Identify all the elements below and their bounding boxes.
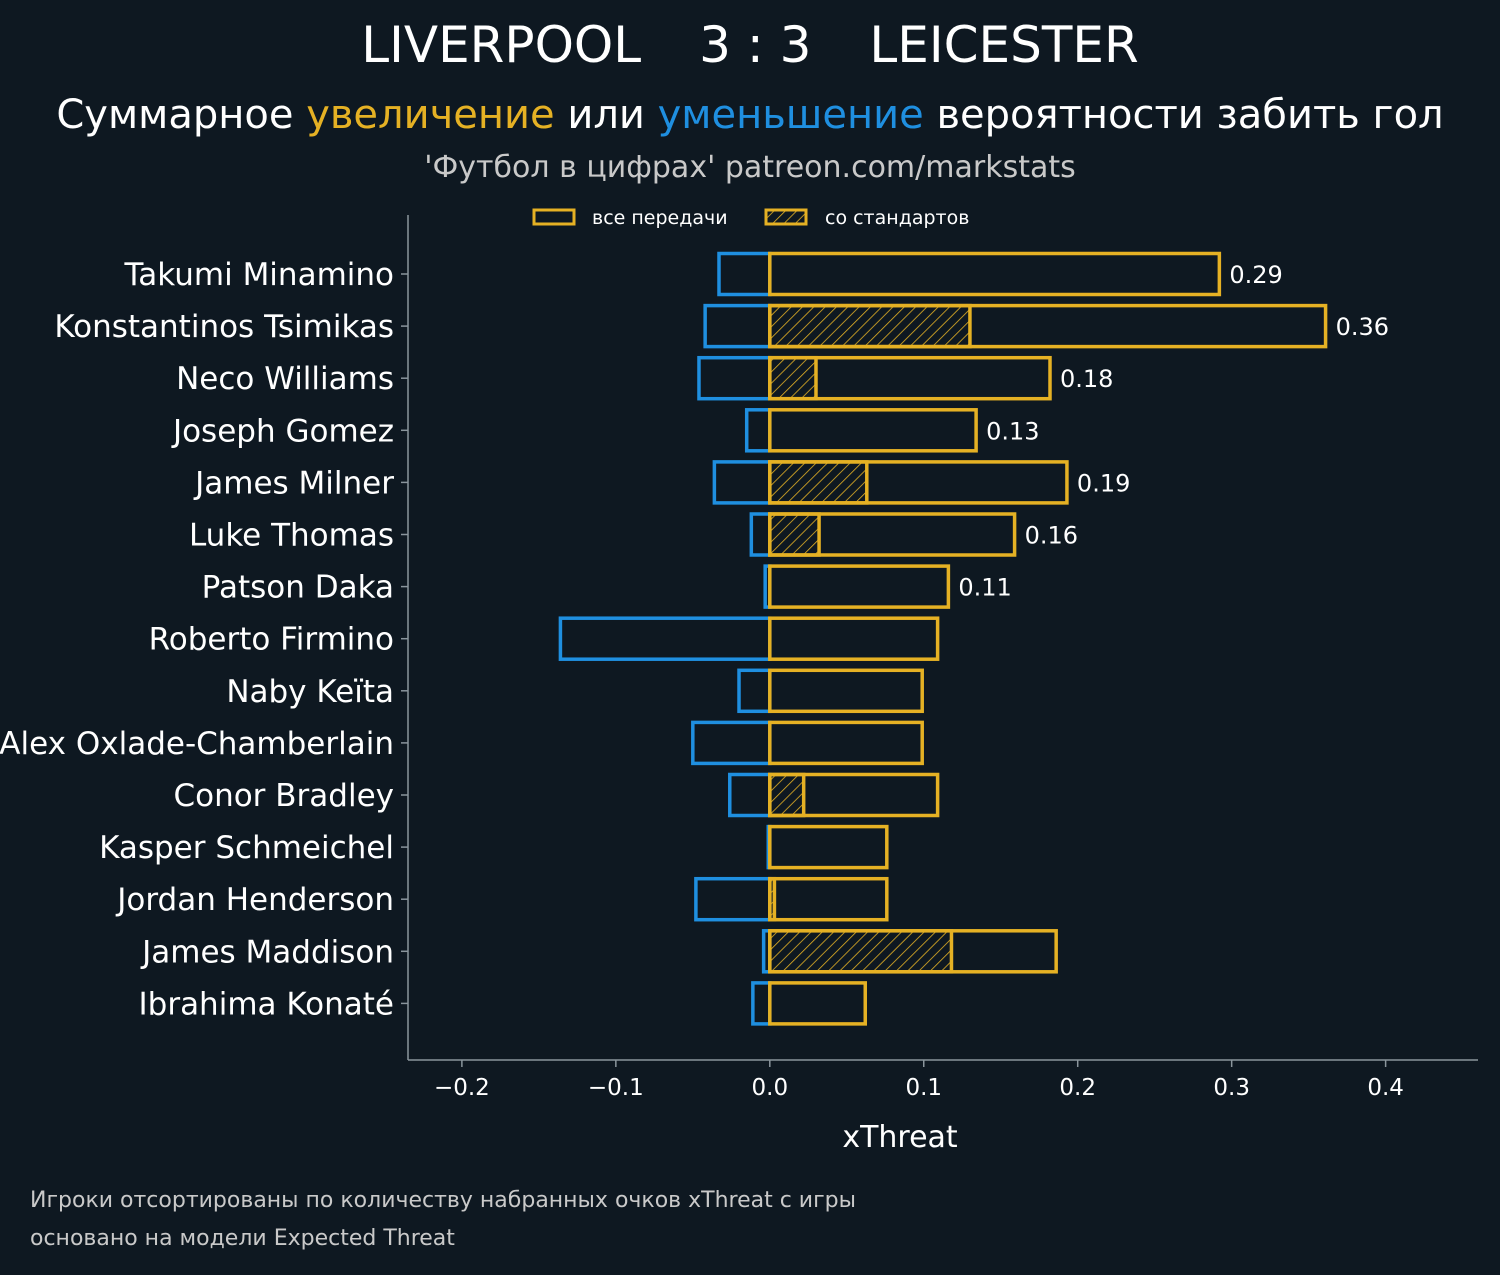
bar-value-label: 0.11 (958, 574, 1011, 602)
bar-negative (558, 616, 772, 661)
legend-label-set-pieces: со стандартов (825, 207, 969, 229)
chart-subtitle: Суммарное увеличение или уменьшение веро… (0, 92, 1500, 138)
bar-positive (768, 564, 951, 609)
bar-setpiece (768, 460, 869, 505)
bar-positive (768, 616, 940, 661)
bar-positive (768, 824, 889, 870)
bar-value-label: 0.19 (1077, 469, 1130, 497)
bar-positive (768, 981, 868, 1026)
y-tick-label: Conor Bradley (173, 778, 394, 814)
bar-positive (768, 303, 1328, 349)
x-tick-label: 0.1 (905, 1075, 942, 1101)
subtitle-decrease: уменьшение (657, 92, 924, 138)
subtitle-increase: увеличение (306, 92, 555, 138)
bar-negative (697, 355, 772, 401)
x-tick-label: 0.4 (1367, 1075, 1404, 1101)
bar-positive (768, 460, 1069, 505)
footnote-model: основано на модели Expected Threat (30, 1226, 455, 1251)
x-tick-label: 0.3 (1213, 1075, 1250, 1101)
bar-negative (717, 251, 772, 297)
bar-negative (737, 668, 772, 714)
y-tick-label: Ibrahima Konaté (139, 986, 395, 1022)
axes-layer: Takumi Minamino Konstantinos Tsimikas Neco… (0, 215, 1478, 1101)
bar-positive (768, 720, 924, 766)
y-tick-label: Luke Thomas (189, 518, 394, 554)
x-tick-label: 0.0 (752, 1075, 789, 1101)
away-team: LEICESTER (869, 16, 1139, 74)
x-tick-label: −0.1 (588, 1075, 644, 1101)
legend-swatch-set-pieces (764, 208, 808, 226)
bar-positive (768, 772, 940, 818)
match-score: 3 : 3 (699, 16, 812, 74)
bar-negative (749, 512, 772, 557)
legend: все передачи со стандартов (532, 207, 969, 229)
legend-label-all-passes: все передачи (592, 207, 728, 229)
bar-positive (768, 929, 1058, 974)
legend-swatch-all-passes (532, 208, 576, 226)
y-tick-label: Patson Daka (202, 570, 394, 606)
chart-title: LIVERPOOL 3 : 3 LEICESTER (0, 16, 1500, 74)
footnote-sort: Игроки отсортированы по количеству набра… (30, 1188, 856, 1213)
bar-value-label: 0.36 (1336, 313, 1389, 341)
y-tick-label: Roberto Firmino (149, 622, 394, 658)
bar-setpiece (768, 303, 972, 349)
bar-value-label: 0.29 (1229, 261, 1282, 289)
y-tick-label: Neco Williams (176, 361, 394, 397)
bar-negative (694, 876, 772, 922)
bar-negative (703, 303, 772, 349)
y-tick-label: Kasper Schmeichel (99, 830, 394, 866)
bar-positive (768, 512, 1017, 557)
bar-positive (768, 668, 924, 714)
bar-positive (768, 876, 889, 922)
y-tick-label: James Maddison (140, 934, 394, 970)
y-tick-label: Konstantinos Tsimikas (54, 309, 394, 345)
bars-layer: 0.29 0.36 0.18 0.13 0.19 0.16 0.11 (558, 251, 1389, 1026)
subtitle-part3: вероятности забить гол (923, 92, 1444, 138)
bar-value-label: 0.18 (1060, 365, 1113, 393)
bar-positive (768, 408, 978, 453)
y-tick-label: Takumi Minamino (123, 257, 394, 293)
bar-negative (751, 981, 772, 1026)
subtitle-part1: Суммарное (56, 92, 307, 138)
x-axis-label: xThreat (842, 1120, 958, 1155)
bar-setpiece (768, 512, 821, 557)
bar-positive (768, 251, 1222, 297)
bar-negative (728, 772, 772, 818)
subtitle-part2: или (554, 92, 658, 138)
x-tick-label: −0.2 (434, 1075, 490, 1101)
y-tick-label: James Milner (193, 465, 394, 501)
bar-positive (768, 355, 1052, 401)
bar-setpiece (768, 929, 954, 974)
bar-negative (712, 460, 772, 505)
bar-negative (691, 720, 772, 766)
bar-setpiece (768, 355, 818, 401)
source-credit: 'Футбол в цифрах' patreon.com/markstats (424, 150, 1076, 185)
home-team: LIVERPOOL (361, 16, 642, 74)
y-tick-label: Jordan Henderson (115, 882, 394, 918)
y-tick-label: Alex Oxlade-Chamberlain (0, 726, 394, 762)
y-tick-label: Joseph Gomez (171, 413, 394, 449)
bar-negative (744, 408, 772, 453)
bar-setpiece (768, 772, 806, 818)
bar-value-label: 0.16 (1025, 522, 1078, 550)
y-tick-label: Naby Keïta (226, 674, 394, 710)
x-tick-label: 0.2 (1059, 1075, 1096, 1101)
bar-value-label: 0.13 (986, 417, 1039, 445)
